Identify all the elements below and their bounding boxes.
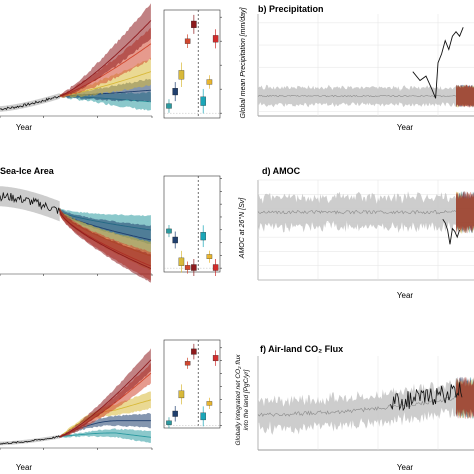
historical-spread-band [258, 377, 456, 435]
observed-line [0, 95, 60, 111]
observed-line [0, 435, 61, 445]
projection-band-ssp370 [456, 84, 474, 108]
panel-e: Year [0, 339, 222, 472]
box-ssp3-7.0 [184, 265, 191, 270]
box-ssp1-2.6 [172, 410, 178, 417]
box-ssp5-8.5 [191, 348, 197, 355]
panel-b-ylabel: Global mean Precipitation [mm/day] [240, 7, 247, 119]
box-ssp5-8.5 [191, 20, 197, 28]
box-rcp8.5 [212, 35, 219, 43]
projection-band-ssp585 [456, 191, 474, 234]
panel-f-xlabel: Year [397, 463, 414, 472]
panel-f-ylabel-1: Globally integrated net CO₂ flux [235, 354, 242, 446]
panel-d-title: d) AMOC [262, 166, 301, 176]
observed-line [442, 219, 461, 245]
scenario-panel-frame [163, 9, 221, 119]
box-ssp3-7.0 [184, 361, 191, 366]
scenario-panel-frame [163, 339, 221, 429]
observed-line [0, 192, 61, 214]
historical-spread-band [258, 191, 456, 233]
panel-f-title: f) Air-land CO₂ Flux [260, 344, 343, 354]
panel-d-xlabel: Year [397, 291, 414, 300]
box-rcp4.5 [206, 79, 213, 85]
box-ssp1-1.9 [166, 228, 172, 234]
projection-band-ssp585 [456, 84, 474, 108]
projection-band-ssp126 [456, 84, 474, 108]
projection-band-ssp370 [456, 191, 474, 233]
projection-band-ssp119 [456, 84, 474, 108]
projection-band-ssp5-8.5 [59, 3, 151, 97]
panel-c: Sea-Ice Area [0, 166, 222, 283]
observed-line [412, 27, 464, 99]
panel-b-xlabel: Year [397, 123, 414, 132]
panel-f: f) Air-land CO₂ Flux Year Globally integ… [235, 344, 474, 472]
projection-band-ssp5-8.5 [59, 207, 151, 283]
historical-mean-line [257, 210, 457, 215]
observed-line [389, 382, 463, 412]
panel-b-title: b) Precipitation [258, 4, 324, 14]
panel-d-ylabel: AMOC at 26°N [Sv] [238, 197, 246, 259]
projection-band-ssp1-1.9 [59, 428, 151, 443]
box-rcp4.5 [206, 401, 213, 406]
box-ssp1-1.9 [166, 103, 172, 109]
panel-b: b) Precipitation Year Global mean Precip… [240, 4, 474, 132]
historical-spread-band [0, 93, 60, 112]
box-ssp2-4.5 [178, 257, 185, 266]
box-ssp1-1.9 [166, 420, 172, 425]
historical-mean-line [257, 395, 457, 417]
panel-c-title: Sea-Ice Area [0, 166, 55, 176]
projection-band-ssp126 [456, 191, 474, 234]
projection-band-ssp119 [456, 190, 474, 234]
projection-line-ssp5-8.5 [59, 211, 152, 269]
box-rcp2.6 [200, 412, 206, 421]
panel-f-ylabel-2: into the land [PgC/yr] [243, 369, 250, 430]
box-rcp4.5 [206, 254, 213, 259]
panel-a: Year [0, 3, 222, 132]
box-ssp2-4.5 [178, 390, 185, 399]
box-rcp2.6 [200, 232, 206, 241]
panel-a-xlabel: Year [16, 123, 33, 132]
box-rcp2.6 [200, 96, 206, 106]
box-ssp5-8.5 [191, 264, 197, 271]
projection-band-ssp1-2.6 [59, 413, 151, 439]
box-rcp8.5 [212, 264, 219, 271]
panel-e-xlabel: Year [16, 463, 33, 472]
box-ssp2-4.5 [178, 70, 185, 80]
projection-band-ssp245 [456, 191, 474, 234]
projection-line-ssp5-8.5 [59, 20, 152, 97]
box-ssp1-2.6 [172, 88, 178, 96]
box-ssp3-7.0 [184, 38, 191, 44]
historical-mean-line [257, 94, 457, 98]
scenario-panel-frame [163, 175, 221, 273]
historical-spread-band [0, 434, 60, 446]
projection-band-ssp245 [456, 84, 474, 108]
projection-line-ssp1-1.9 [59, 432, 151, 438]
box-ssp1-2.6 [172, 236, 178, 244]
panel-d: d) AMOC Year AMOC at 26°N [Sv] [238, 166, 474, 300]
projection-line-ssp5-8.5 [59, 359, 152, 438]
box-rcp8.5 [212, 355, 219, 362]
